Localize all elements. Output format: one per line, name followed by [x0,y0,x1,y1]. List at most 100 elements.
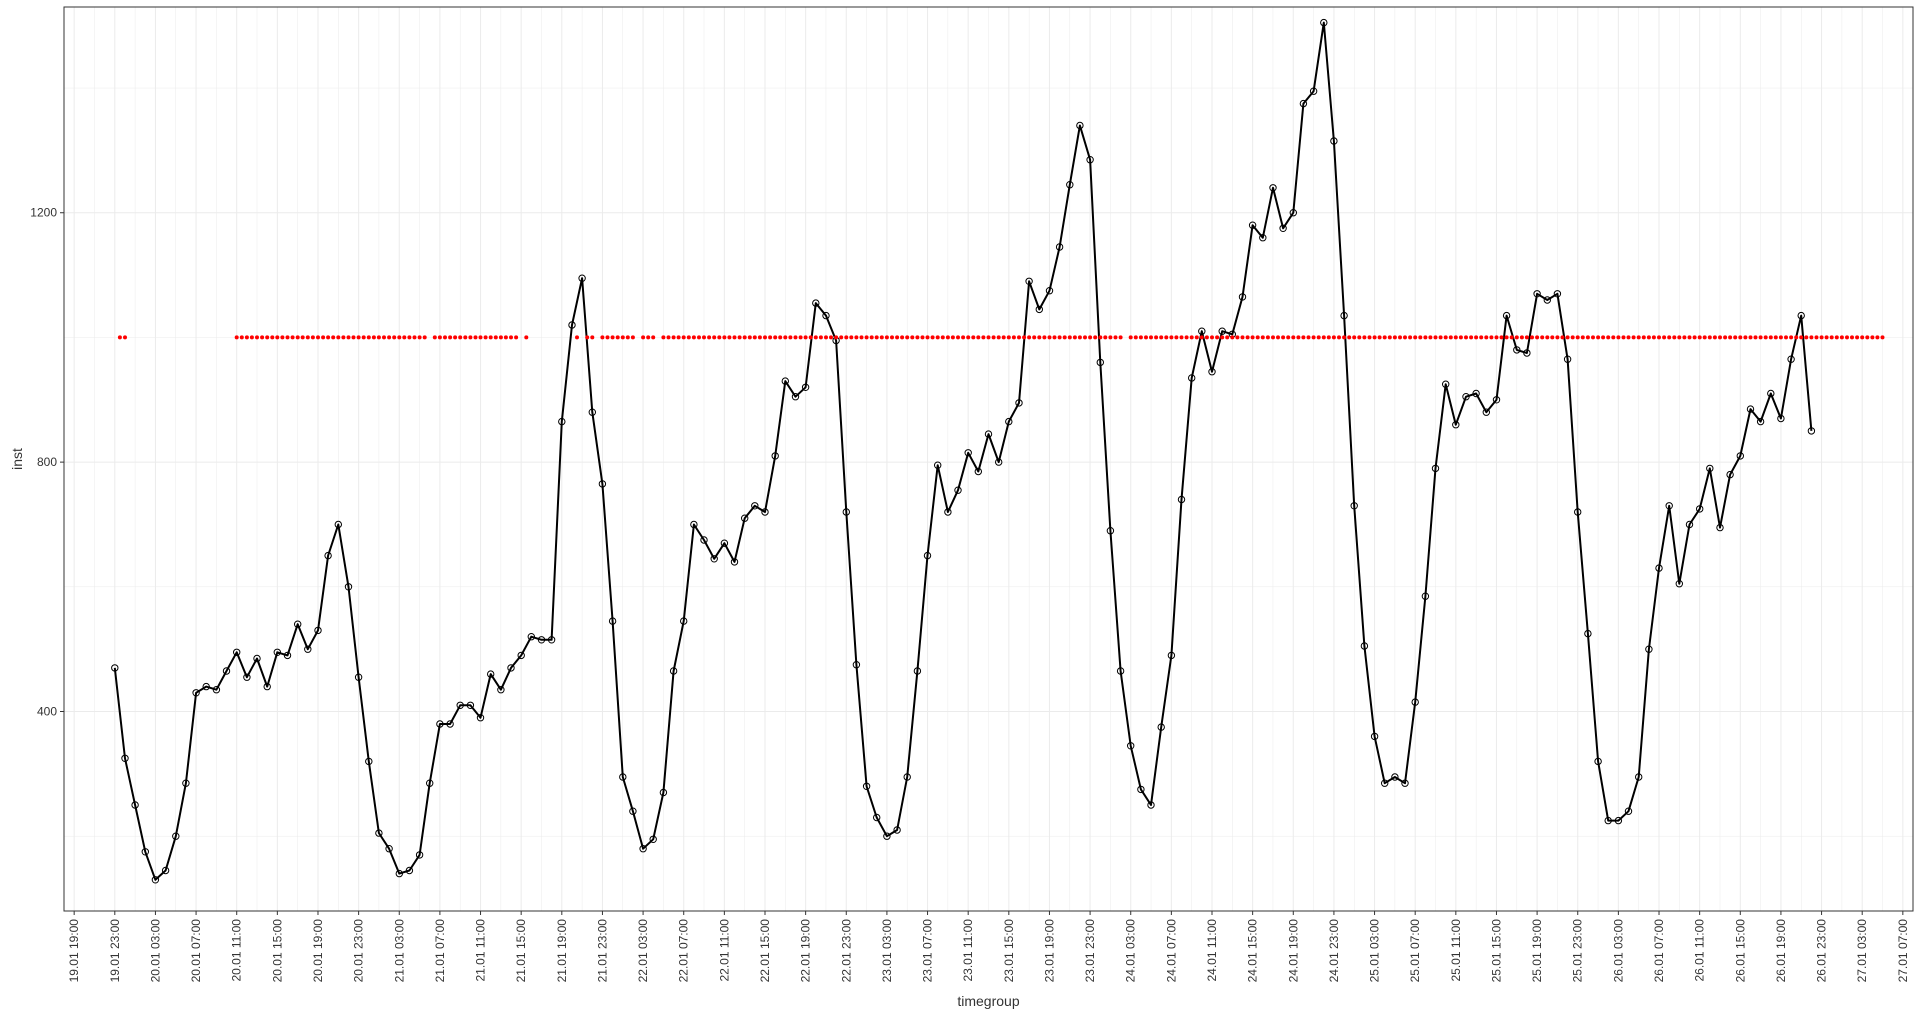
data-point [761,508,769,516]
data-point [1147,801,1155,809]
marker-point [940,335,945,340]
marker-point [1809,335,1814,340]
marker-point [448,335,453,340]
x-tick-label: 24.01 15:00 [1246,919,1260,983]
marker-point [412,335,417,340]
marker-point [1489,335,1494,340]
marker-point [686,335,691,340]
x-tick-label: 24.01 19:00 [1286,919,1300,983]
data-point [578,274,586,282]
marker-point [1133,335,1138,340]
marker-point [1799,335,1804,340]
data-point [710,555,718,563]
data-point [1035,305,1044,314]
data-point [568,321,576,329]
x-tick-label: 22.01 03:00 [636,919,650,983]
marker-point [1651,335,1656,340]
data-point [1513,346,1521,354]
marker-point [879,335,884,340]
marker-point [803,335,808,340]
marker-point [255,335,259,340]
marker-point [742,335,747,340]
data-point [314,626,322,635]
marker-point [336,335,341,340]
marker-point [849,335,854,340]
data-point [1543,296,1552,304]
marker-point [747,335,752,340]
marker-point [1702,335,1707,340]
marker-point [1855,335,1860,340]
data-point [862,782,871,790]
marker-point [351,335,356,340]
marker-point [1504,335,1509,340]
marker-point [1245,335,1250,340]
marker-point [382,335,386,340]
data-point [751,502,759,510]
data-point [1746,405,1755,413]
marker-point [1032,335,1037,340]
marker-point [1575,335,1580,340]
data-point [1584,629,1592,638]
data-point [1015,399,1023,407]
marker-point [834,335,839,340]
marker-point [1829,335,1834,340]
marker-point [920,335,925,340]
marker-point [1733,335,1738,340]
x-tick-label: 20.01 11:00 [230,919,244,982]
data-point [1411,698,1419,706]
marker-point [1611,335,1616,340]
x-tick-label: 24.01 03:00 [1124,919,1138,983]
x-tick-label: 20.01 23:00 [352,919,366,983]
y-tick-label: 1200 [30,206,57,220]
marker-point [509,335,513,340]
data-point [1238,293,1247,301]
data-point [1208,368,1216,376]
marker-point [1850,335,1854,340]
data-point [466,701,475,709]
marker-point [1255,335,1260,340]
data-point [801,383,810,391]
x-tick-label: 22.01 15:00 [758,919,772,983]
marker-point [422,335,427,340]
marker-point [1265,335,1270,340]
data-point [791,393,800,401]
marker-point [1743,335,1748,340]
x-tick-label: 21.01 03:00 [392,919,406,983]
marker-point [468,335,473,340]
x-tick-label: 19.01 23:00 [108,919,122,983]
marker-point [752,335,757,340]
marker-point [1372,335,1377,340]
marker-point [503,335,508,340]
marker-point [1718,335,1722,340]
data-point [497,686,505,694]
marker-point [1484,335,1489,340]
marker-point [295,335,300,340]
data-point [669,667,678,675]
marker-point [818,335,823,340]
data-point [1482,408,1491,416]
marker-point [1540,335,1545,340]
data-point [283,651,292,660]
marker-point [1448,335,1453,340]
x-tick-label: 21.01 07:00 [433,919,447,983]
marker-point [707,335,712,340]
data-point [1259,234,1267,242]
marker-point [361,335,366,340]
marker-point [1535,335,1540,340]
marker-point [1088,335,1093,340]
marker-point [712,335,717,340]
x-tick-label: 27.01 03:00 [1855,919,1869,983]
data-point [1736,452,1745,460]
marker-point [1672,335,1677,340]
marker-point [1687,335,1692,340]
threshold-markers [117,335,1885,340]
data-point [1787,355,1795,363]
x-tick-label: 26.01 15:00 [1733,919,1747,983]
marker-point [890,335,894,340]
marker-point [1006,335,1011,340]
marker-point [1326,335,1331,340]
marker-point [1362,335,1367,340]
data-point [1370,732,1379,741]
data-point [1299,99,1308,108]
x-tick-label: 26.01 07:00 [1652,919,1666,983]
